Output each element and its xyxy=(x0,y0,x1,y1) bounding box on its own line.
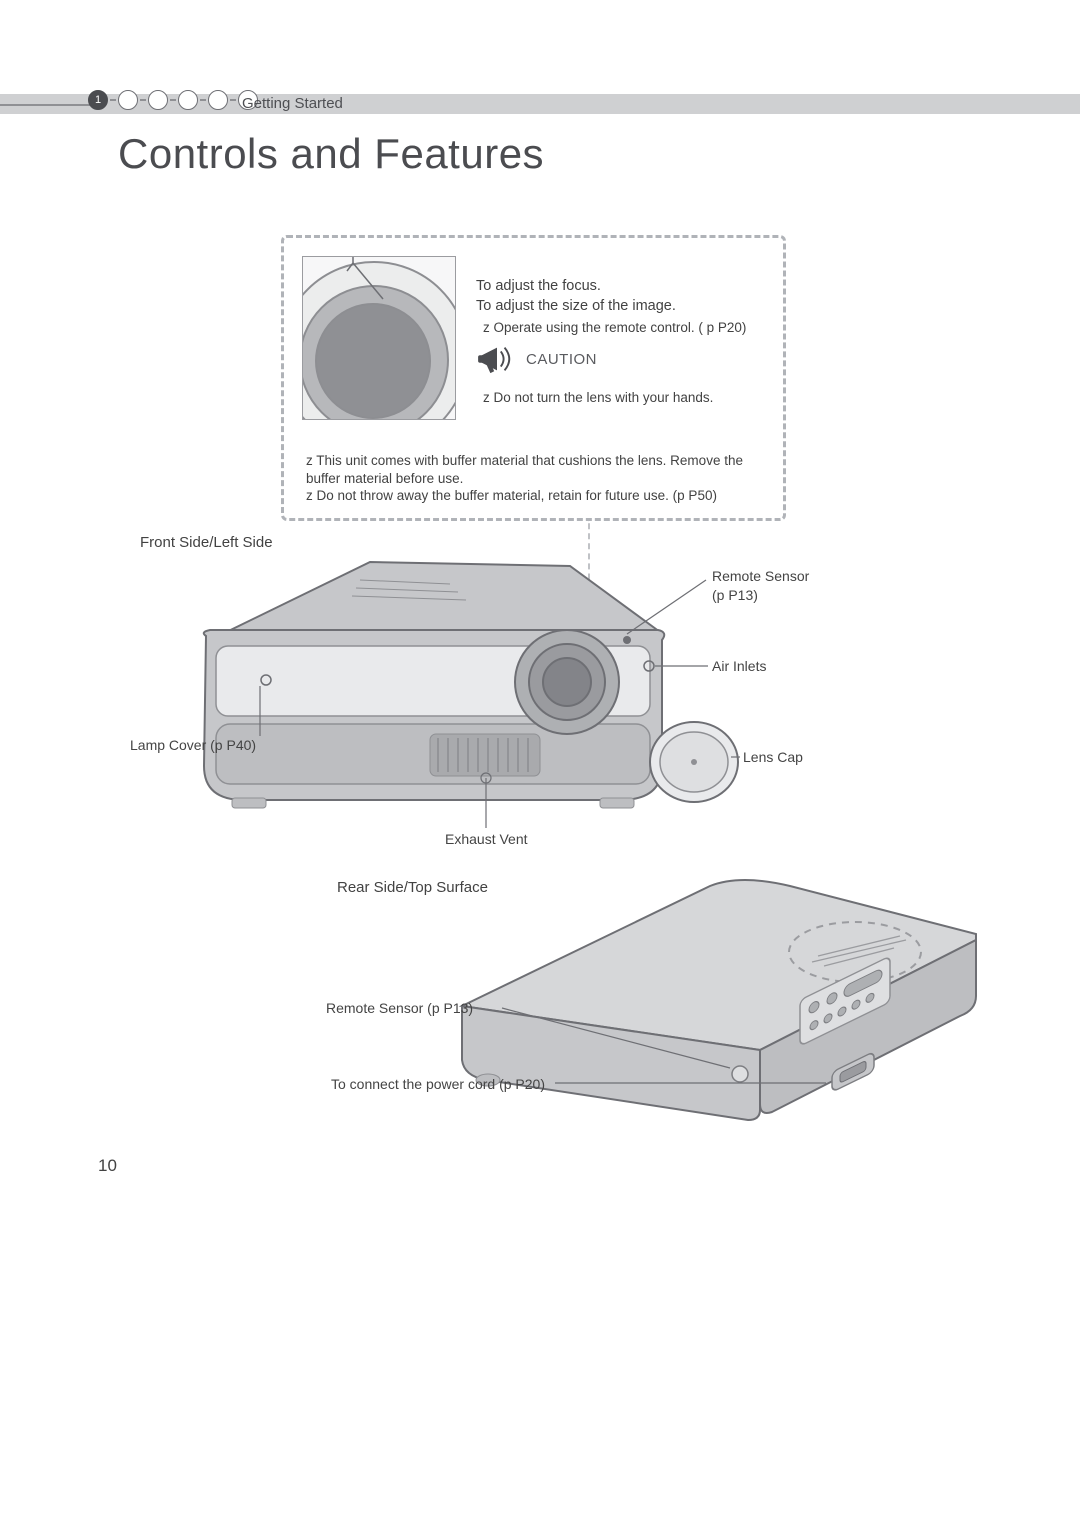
label-remote-sensor: Remote Sensor xyxy=(712,568,809,584)
label-lens-cap: Lens Cap xyxy=(743,749,803,765)
label-air-inlets: Air Inlets xyxy=(712,658,766,674)
label-remote-sensor-rear: Remote Sensor (p P13) xyxy=(326,1000,473,1016)
front-projector-diagram xyxy=(130,562,740,828)
label-remote-sensor-ref: (p P13) xyxy=(712,587,758,603)
label-power-cord: To connect the power cord (p P20) xyxy=(331,1076,545,1092)
page-number: 10 xyxy=(98,1156,117,1176)
label-lamp-cover: Lamp Cover (p P40) xyxy=(130,737,256,753)
diagrams-svg xyxy=(0,0,1080,1516)
label-exhaust-vent: Exhaust Vent xyxy=(445,831,528,847)
